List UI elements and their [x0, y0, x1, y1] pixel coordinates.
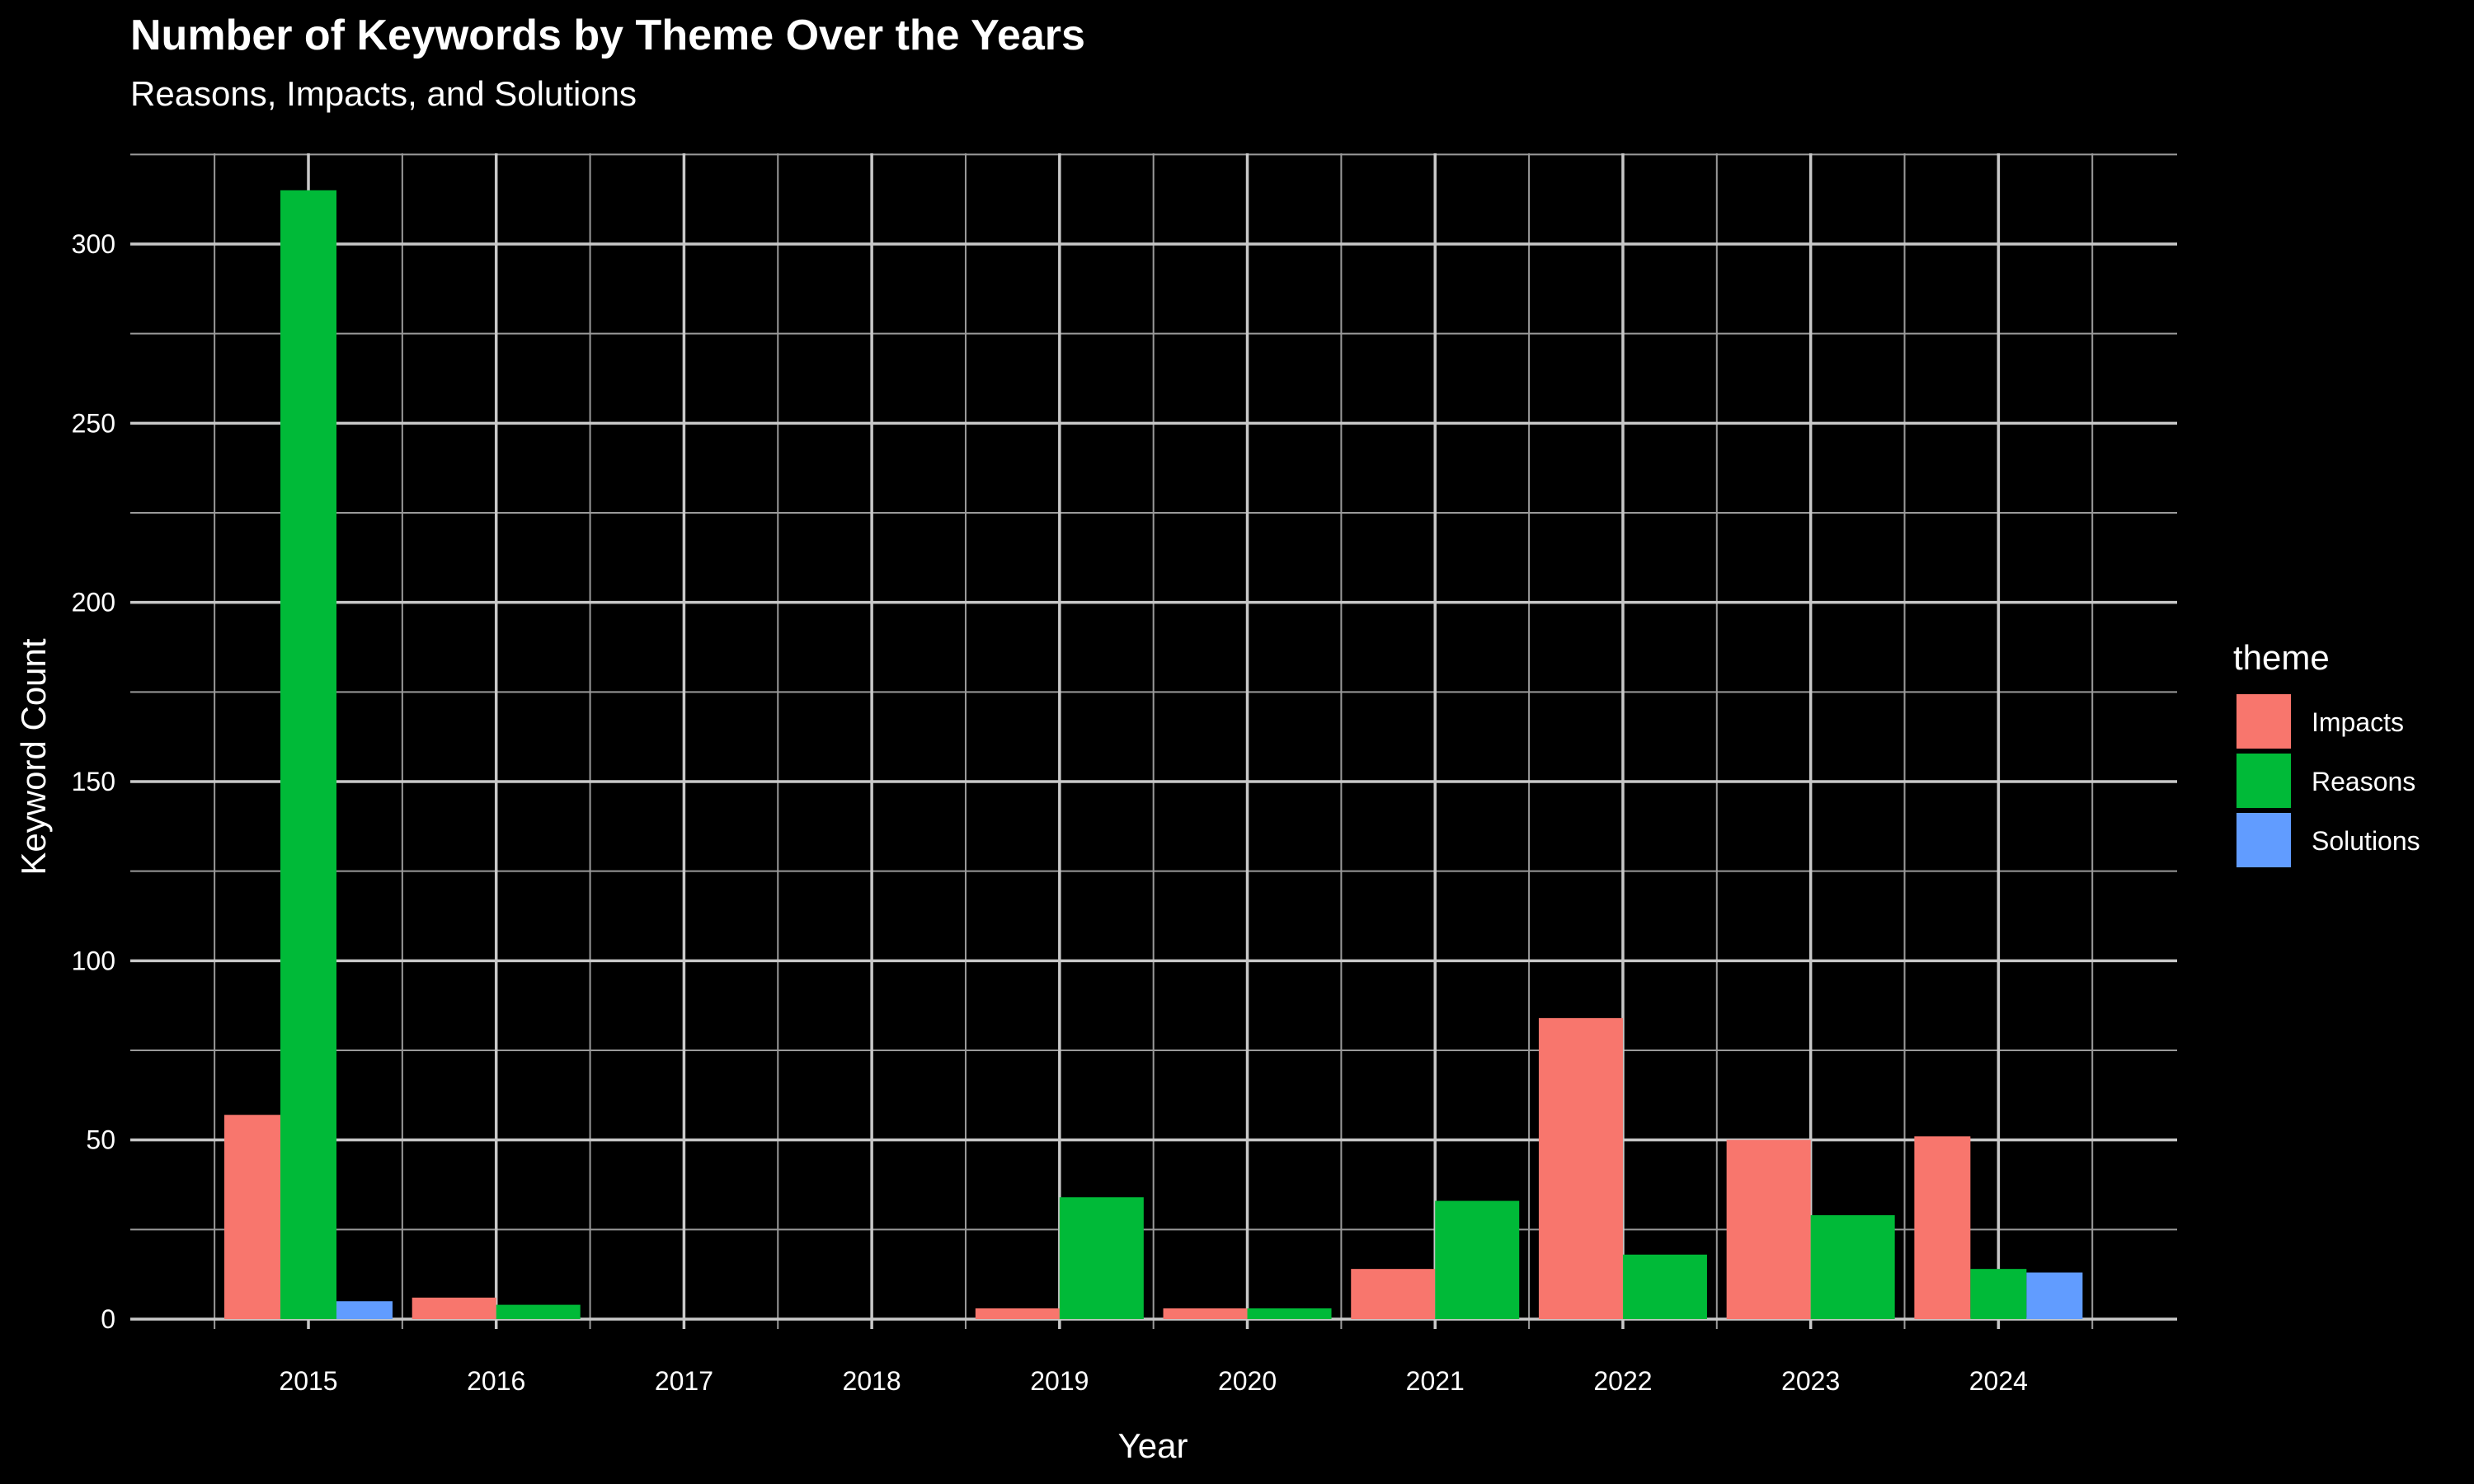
y-tick-label: 200 — [72, 588, 115, 618]
legend-swatch-reasons — [2236, 754, 2291, 808]
x-tick-label: 2015 — [279, 1366, 337, 1396]
bar-reasons-2021 — [1435, 1200, 1520, 1319]
legend-label-impacts: Impacts — [2312, 707, 2404, 737]
legend-swatch-solutions — [2236, 813, 2291, 867]
bar-reasons-2019 — [1059, 1197, 1144, 1319]
bar-impacts-2019 — [975, 1308, 1060, 1319]
legend-label-reasons: Reasons — [2312, 767, 2415, 796]
y-tick-label: 50 — [86, 1125, 115, 1155]
bar-reasons-2023 — [1810, 1214, 1895, 1319]
bars — [224, 190, 2083, 1319]
legend-swatch-impacts — [2236, 694, 2291, 749]
bar-reasons-2015 — [280, 190, 336, 1319]
bar-impacts-2020 — [1163, 1308, 1248, 1319]
bar-reasons-2016 — [496, 1304, 581, 1319]
legend-title: theme — [2233, 638, 2330, 677]
x-tick-label: 2017 — [655, 1366, 713, 1396]
x-tick-label: 2019 — [1030, 1366, 1089, 1396]
bar-impacts-2024 — [1914, 1136, 1971, 1319]
y-axis-ticks: 0 50 100 150 200 250 300 — [72, 229, 115, 1334]
x-tick-label: 2018 — [843, 1366, 901, 1396]
x-tick-label: 2022 — [1593, 1366, 1652, 1396]
y-axis-label: Keyword Count — [14, 638, 53, 875]
legend: theme Impacts Reasons Solutions — [2233, 638, 2420, 867]
bar-solutions-2015 — [336, 1301, 393, 1319]
chart-title: Number of Keywords by Theme Over the Yea… — [130, 12, 1085, 59]
x-tick-label: 2024 — [1969, 1366, 2028, 1396]
bar-impacts-2015 — [224, 1115, 280, 1319]
x-axis-label: Year — [1118, 1426, 1188, 1465]
bar-impacts-2021 — [1351, 1269, 1436, 1319]
bar-reasons-2022 — [1622, 1254, 1707, 1319]
x-axis-ticks: 2015 2016 2017 2018 2019 2020 2021 2022 2023 2024 — [279, 1366, 2028, 1396]
bar-impacts-2023 — [1726, 1139, 1811, 1319]
bar-reasons-2020 — [1247, 1308, 1332, 1319]
x-tick-label: 2021 — [1406, 1366, 1465, 1396]
bar-reasons-2024 — [1970, 1269, 2027, 1319]
grid-lines — [130, 153, 2177, 1329]
chart-subtitle: Reasons, Impacts, and Solutions — [130, 74, 637, 113]
bar-impacts-2022 — [1538, 1017, 1623, 1319]
y-tick-label: 150 — [72, 767, 115, 796]
y-tick-label: 0 — [101, 1304, 115, 1334]
y-tick-label: 300 — [72, 229, 115, 259]
x-tick-label: 2020 — [1218, 1366, 1277, 1396]
y-tick-label: 250 — [72, 408, 115, 438]
legend-label-solutions: Solutions — [2312, 826, 2420, 856]
bar-solutions-2024 — [2026, 1272, 2083, 1319]
x-tick-label: 2016 — [467, 1366, 525, 1396]
bar-impacts-2016 — [412, 1297, 496, 1319]
x-tick-label: 2023 — [1781, 1366, 1840, 1396]
y-tick-label: 100 — [72, 946, 115, 975]
